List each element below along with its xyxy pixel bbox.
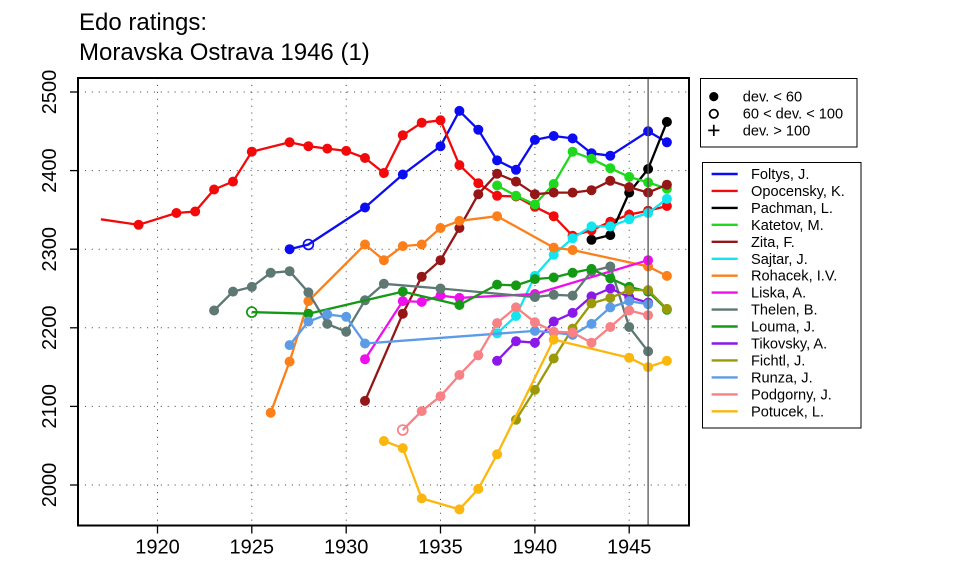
svg-text:Louma, J.: Louma, J. <box>751 320 815 336</box>
svg-text:Fichtl, J.: Fichtl, J. <box>751 353 805 369</box>
svg-text:Liska, A.: Liska, A. <box>751 286 806 302</box>
svg-text:1925: 1925 <box>230 537 275 559</box>
svg-text:Sajtar, J.: Sajtar, J. <box>751 252 808 268</box>
svg-text:Rohacek, I.V.: Rohacek, I.V. <box>751 269 837 285</box>
svg-text:Tikovsky, A.: Tikovsky, A. <box>751 337 827 353</box>
svg-text:Foltys, J.: Foltys, J. <box>751 167 809 183</box>
svg-text:Pachman, L.: Pachman, L. <box>751 201 833 217</box>
svg-text:2000: 2000 <box>39 463 61 508</box>
svg-text:Potucek, L.: Potucek, L. <box>751 404 824 420</box>
svg-text:60 < dev. < 100: 60 < dev. < 100 <box>743 107 843 123</box>
svg-text:2400: 2400 <box>39 148 61 193</box>
svg-text:1930: 1930 <box>324 537 369 559</box>
svg-text:Opocensky, K.: Opocensky, K. <box>751 184 845 200</box>
svg-text:2300: 2300 <box>39 227 61 272</box>
svg-text:1940: 1940 <box>513 537 558 559</box>
svg-text:1920: 1920 <box>135 537 180 559</box>
svg-text:2200: 2200 <box>39 306 61 351</box>
svg-text:dev. < 60: dev. < 60 <box>743 90 802 106</box>
svg-text:1945: 1945 <box>607 537 652 559</box>
svg-text:Katetov, M.: Katetov, M. <box>751 218 824 234</box>
svg-text:Moravska Ostrava 1946 (1): Moravska Ostrava 1946 (1) <box>79 39 370 66</box>
svg-text:Zita, F.: Zita, F. <box>751 235 795 251</box>
svg-text:dev. > 100: dev. > 100 <box>743 123 810 139</box>
svg-text:2500: 2500 <box>39 70 61 115</box>
svg-text:Edo ratings:: Edo ratings: <box>79 9 207 36</box>
svg-text:Podgorny, J.: Podgorny, J. <box>751 387 832 403</box>
svg-text:Runza, J.: Runza, J. <box>751 370 813 386</box>
svg-text:1935: 1935 <box>418 537 463 559</box>
svg-text:Thelen, B.: Thelen, B. <box>751 303 818 319</box>
svg-text:2100: 2100 <box>39 384 61 429</box>
